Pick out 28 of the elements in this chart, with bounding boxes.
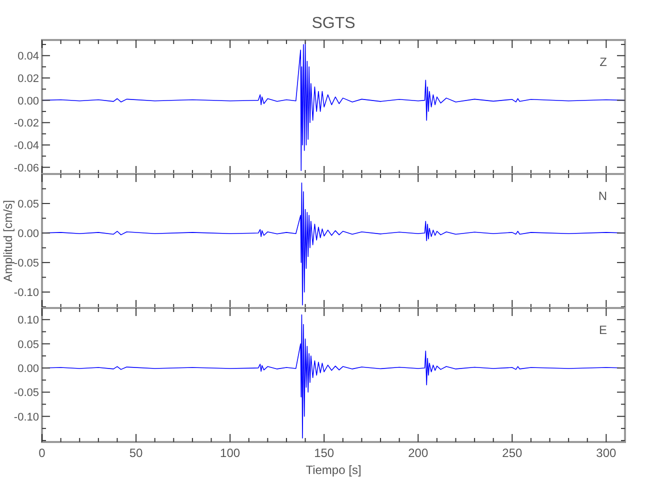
annotation: E <box>598 323 607 337</box>
chart-title: SGTS <box>312 15 356 32</box>
x-tick-label: 100 <box>220 446 240 460</box>
x-tick-label: 300 <box>596 446 617 460</box>
y-tick-label: 0.05 <box>18 338 39 351</box>
y-tick-label: -0.10 <box>14 411 39 424</box>
x-tick-label: 50 <box>129 446 144 460</box>
y-tick-label: -0.02 <box>14 118 39 130</box>
y-tick-label: -0.05 <box>14 387 39 400</box>
y-tick-label: -0.05 <box>14 258 39 270</box>
y-tick-label: 0.00 <box>18 228 39 240</box>
x-tick-label: 250 <box>502 446 522 460</box>
y-axis-title: Amplitud [cm/s] <box>1 200 15 282</box>
x-tick-label: 150 <box>314 446 334 460</box>
y-tick-label: -0.06 <box>14 162 39 174</box>
x-axis-title: Tiempo [s] <box>306 463 362 477</box>
y-tick-label: 0.00 <box>18 362 39 375</box>
annotation: N <box>598 189 607 203</box>
y-tick-label: 0.04 <box>18 50 39 63</box>
y-tick-label: 0.00 <box>18 95 39 108</box>
y-tick-label: 0.02 <box>18 72 39 85</box>
y-tick-label: 0.05 <box>18 198 39 211</box>
annotation: Z <box>600 55 607 69</box>
x-tick-label: 0 <box>38 446 46 460</box>
y-tick-label: 0.10 <box>18 314 39 327</box>
y-tick-label: -0.04 <box>14 140 39 152</box>
y-tick-label: -0.10 <box>14 287 39 300</box>
x-tick-label: 200 <box>408 446 428 460</box>
